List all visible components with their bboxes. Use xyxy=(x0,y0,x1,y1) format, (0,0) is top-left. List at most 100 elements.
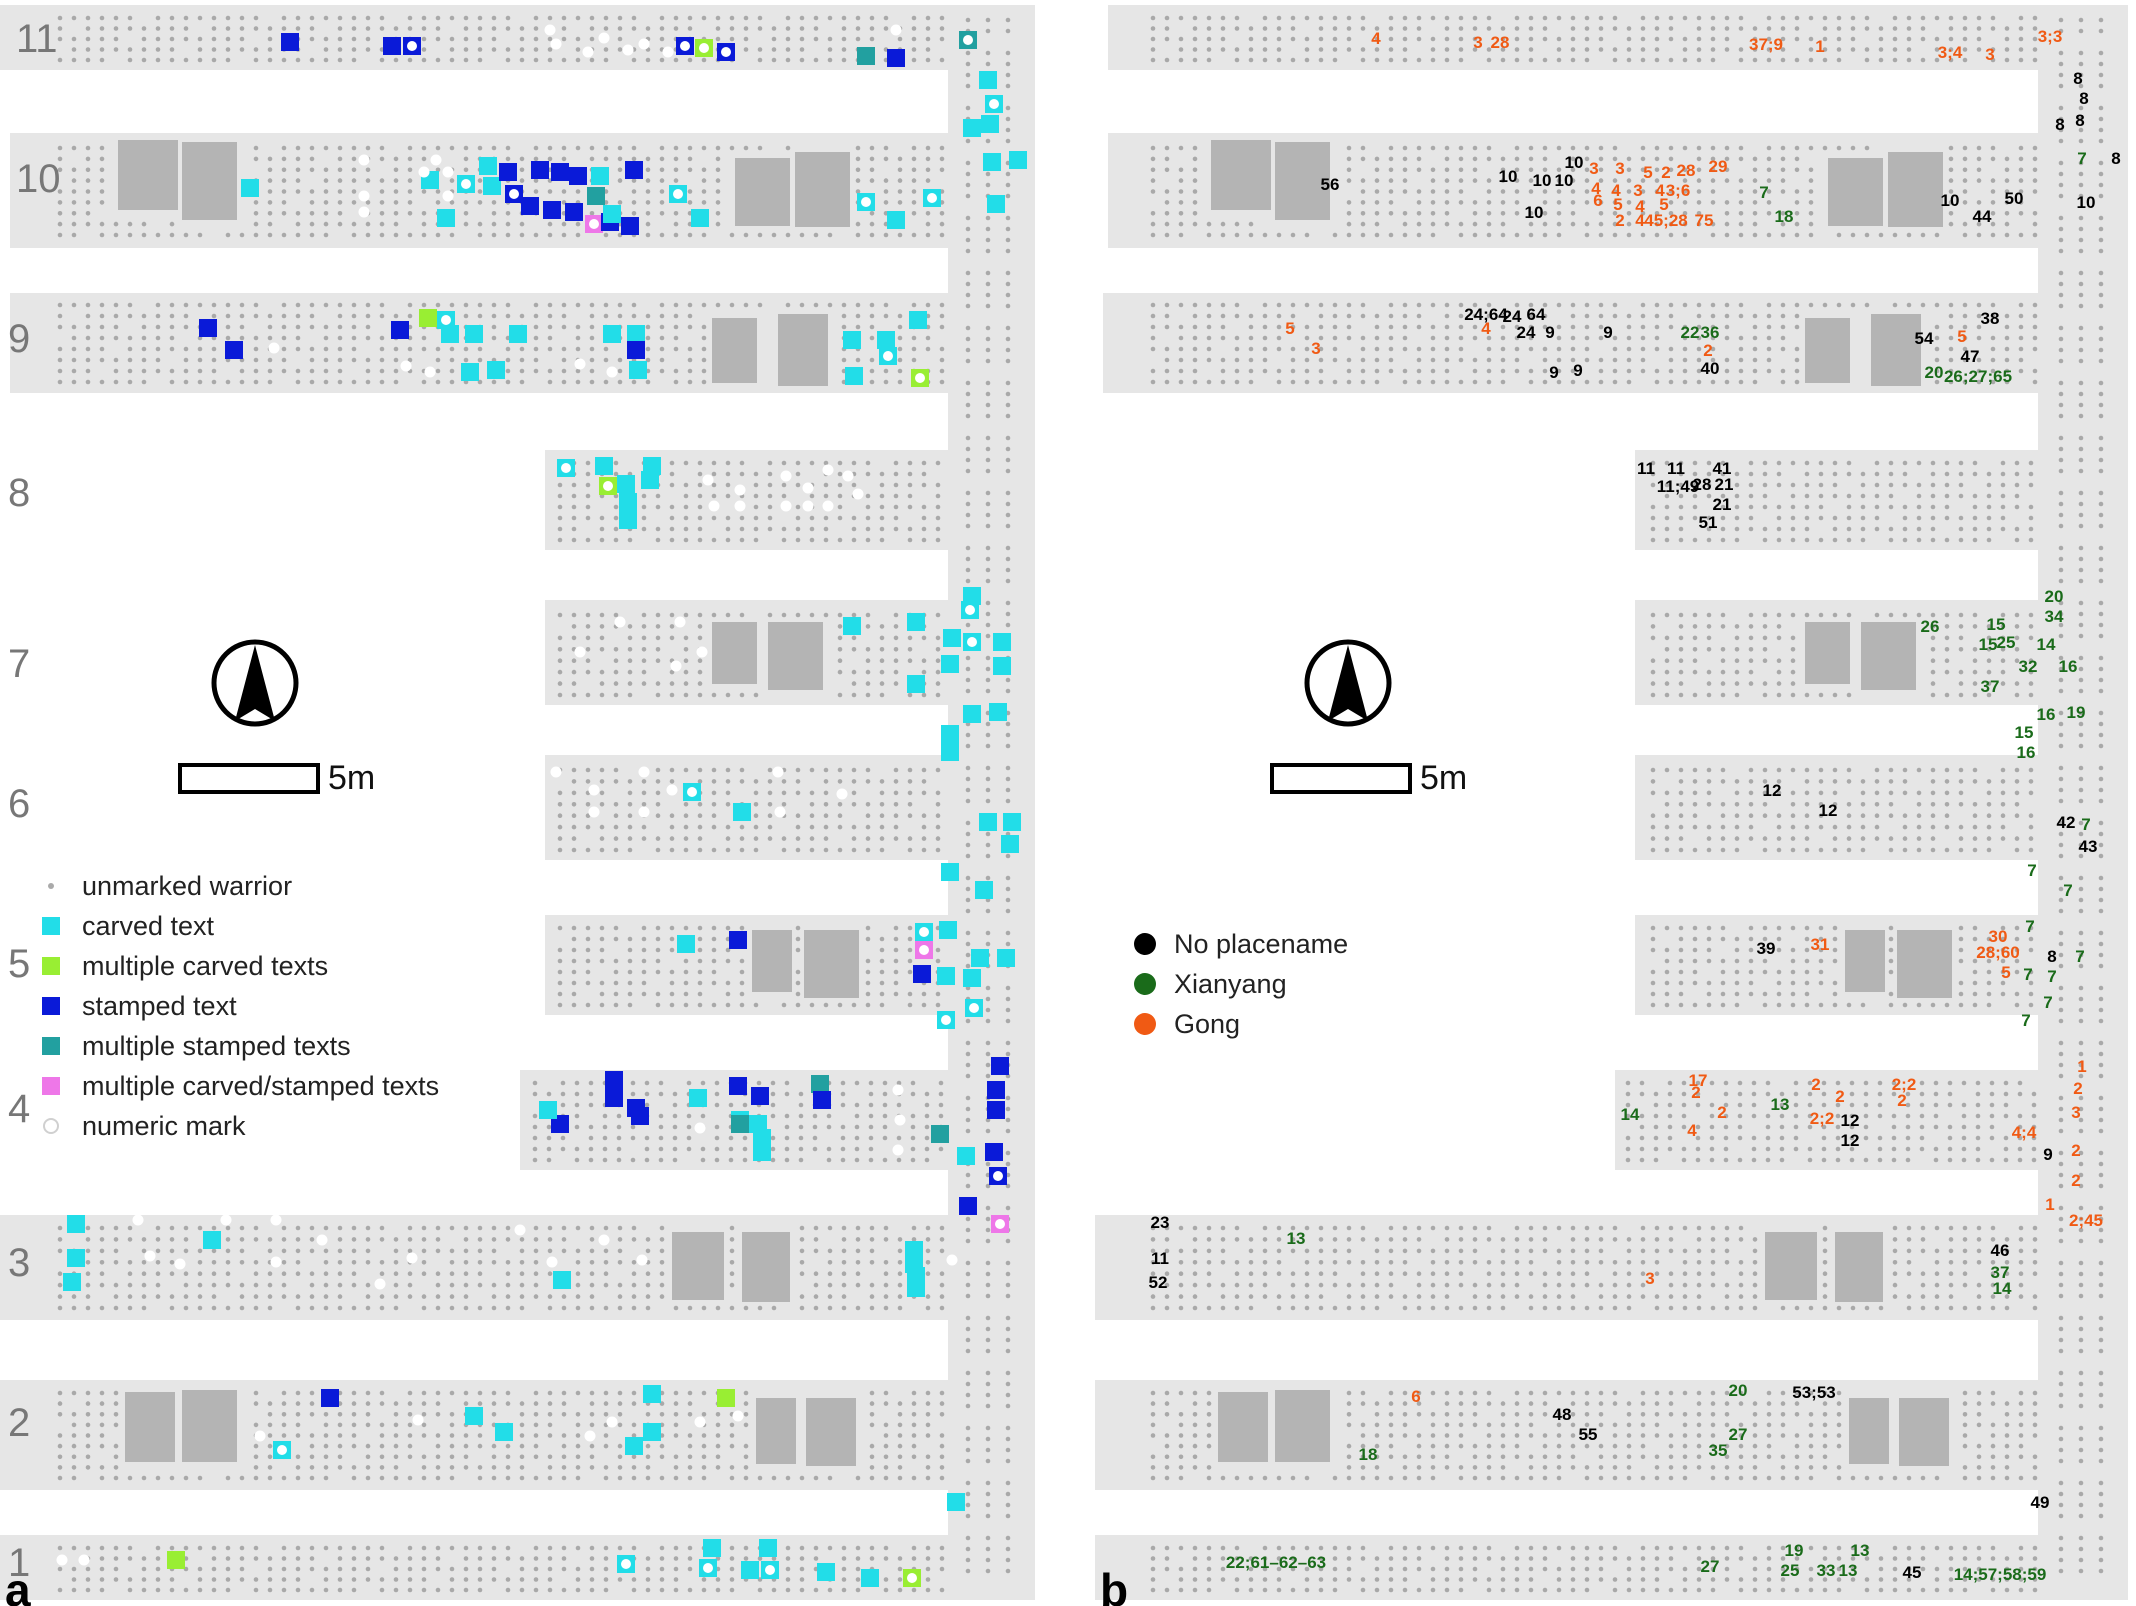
numeric-mark xyxy=(412,1414,424,1426)
warrior-dot xyxy=(1486,313,1492,319)
warrior-dot xyxy=(795,836,801,841)
warrior-dot xyxy=(267,47,273,52)
warrior-dot xyxy=(1846,460,1852,466)
warrior-dot xyxy=(812,1124,818,1130)
warrior-dot xyxy=(2004,324,2010,330)
warrior-dot xyxy=(809,515,815,521)
warrior-dot xyxy=(253,26,259,31)
warrior-dot xyxy=(1976,379,1982,385)
warrior-dot xyxy=(1150,324,1156,330)
warrior-dot xyxy=(827,36,833,42)
warrior-dot xyxy=(547,15,553,21)
warrior-dot xyxy=(715,145,721,151)
warrior-dot xyxy=(239,379,245,385)
warrior-dot xyxy=(561,1556,567,1561)
warrior-dot xyxy=(253,1305,259,1311)
warrior-dot xyxy=(683,824,689,830)
warrior-dot xyxy=(1304,346,1310,352)
warrior-dot xyxy=(882,1091,888,1097)
warrior-dot xyxy=(897,1475,903,1481)
warrior-dot xyxy=(965,1315,971,1321)
warrior-dot xyxy=(533,324,539,330)
warrior-dot xyxy=(99,357,105,363)
warrior-dot xyxy=(1696,357,1702,363)
warrior-dot xyxy=(659,1475,665,1481)
warrior-dot xyxy=(1304,15,1310,21)
warrior-dot xyxy=(585,482,591,488)
warrior-dot xyxy=(655,947,661,953)
warrior-dot xyxy=(785,1545,791,1551)
warrior-dot xyxy=(985,446,991,452)
warrior-dot xyxy=(253,335,259,341)
warrior-dot xyxy=(519,156,525,162)
warrior-dot xyxy=(99,156,105,162)
warrior-dot xyxy=(1005,325,1011,331)
warrior-dot xyxy=(1458,15,1464,21)
warrior-dot xyxy=(883,1282,889,1288)
warrior-dot xyxy=(1734,537,1740,543)
warrior-dot xyxy=(1150,368,1156,374)
warrior-dot xyxy=(57,189,63,194)
warrior-dot xyxy=(910,1135,916,1141)
warrior-dot xyxy=(421,1294,427,1299)
warrior-dot xyxy=(809,493,815,499)
warrior-dot xyxy=(883,1225,889,1231)
warrior-dot xyxy=(1682,200,1688,205)
warrior-dot xyxy=(183,232,189,238)
warrior-dot xyxy=(841,1587,847,1593)
stamped-text-mark xyxy=(813,1091,831,1109)
warrior-dot xyxy=(239,26,245,31)
warrior-dot xyxy=(617,313,623,319)
warrior-dot xyxy=(1748,460,1754,466)
warrior-dot xyxy=(449,1294,455,1299)
warrior-dot xyxy=(379,1305,385,1311)
warrior-dot xyxy=(1005,941,1011,947)
warrior-dot xyxy=(519,26,525,31)
warrior-dot xyxy=(1902,471,1908,477)
warrior-dot xyxy=(1388,324,1394,330)
warrior-dot xyxy=(837,647,843,652)
warrior-dot xyxy=(1346,324,1352,330)
numeric-mark-ring xyxy=(915,373,925,383)
warrior-dot xyxy=(1178,15,1184,21)
warrior-dot xyxy=(869,1412,875,1417)
warrior-dot xyxy=(99,1443,105,1449)
warrior-dot xyxy=(907,537,913,543)
warrior-dot xyxy=(985,413,991,419)
warrior-dot xyxy=(1444,379,1450,385)
warrior-dot xyxy=(965,1095,971,1101)
warrior-dot xyxy=(1346,156,1352,162)
warrior-dot xyxy=(1598,178,1604,183)
warrior-dot xyxy=(1005,875,1011,881)
warrior-dot xyxy=(407,1401,413,1406)
warrior-dot xyxy=(795,504,801,510)
warrior-dot xyxy=(697,493,703,499)
warrior-dot xyxy=(407,1566,413,1572)
warrior-dot xyxy=(687,1475,693,1481)
warrior-dot xyxy=(1005,1348,1011,1354)
warrior-dot xyxy=(743,302,749,308)
warrior-dot xyxy=(557,802,563,807)
warrior-dot xyxy=(659,1577,665,1582)
carved-text-mark xyxy=(979,813,997,831)
warrior-dot xyxy=(1528,47,1534,52)
warrior-dot xyxy=(588,1135,594,1141)
warrior-dot xyxy=(658,1157,664,1163)
warrior-dot xyxy=(574,1102,580,1108)
warrior-dot xyxy=(1748,493,1754,499)
warrior-dot xyxy=(421,1475,427,1481)
warrior-dot xyxy=(337,1587,343,1593)
warrior-dot xyxy=(911,15,917,21)
numeric-mark xyxy=(836,788,848,800)
warrior-dot xyxy=(557,790,563,796)
warrior-dot xyxy=(879,779,885,784)
warrior-dot xyxy=(1668,57,1674,63)
warrior-dot xyxy=(1005,457,1011,463)
warrior-dot xyxy=(1290,302,1296,308)
warrior-dot xyxy=(1762,471,1768,477)
warrior-dot xyxy=(841,1237,847,1242)
warrior-dot xyxy=(519,1401,525,1406)
warrior-dot xyxy=(823,493,829,499)
warrior-dot xyxy=(697,635,703,641)
warrior-dot xyxy=(924,1091,930,1097)
